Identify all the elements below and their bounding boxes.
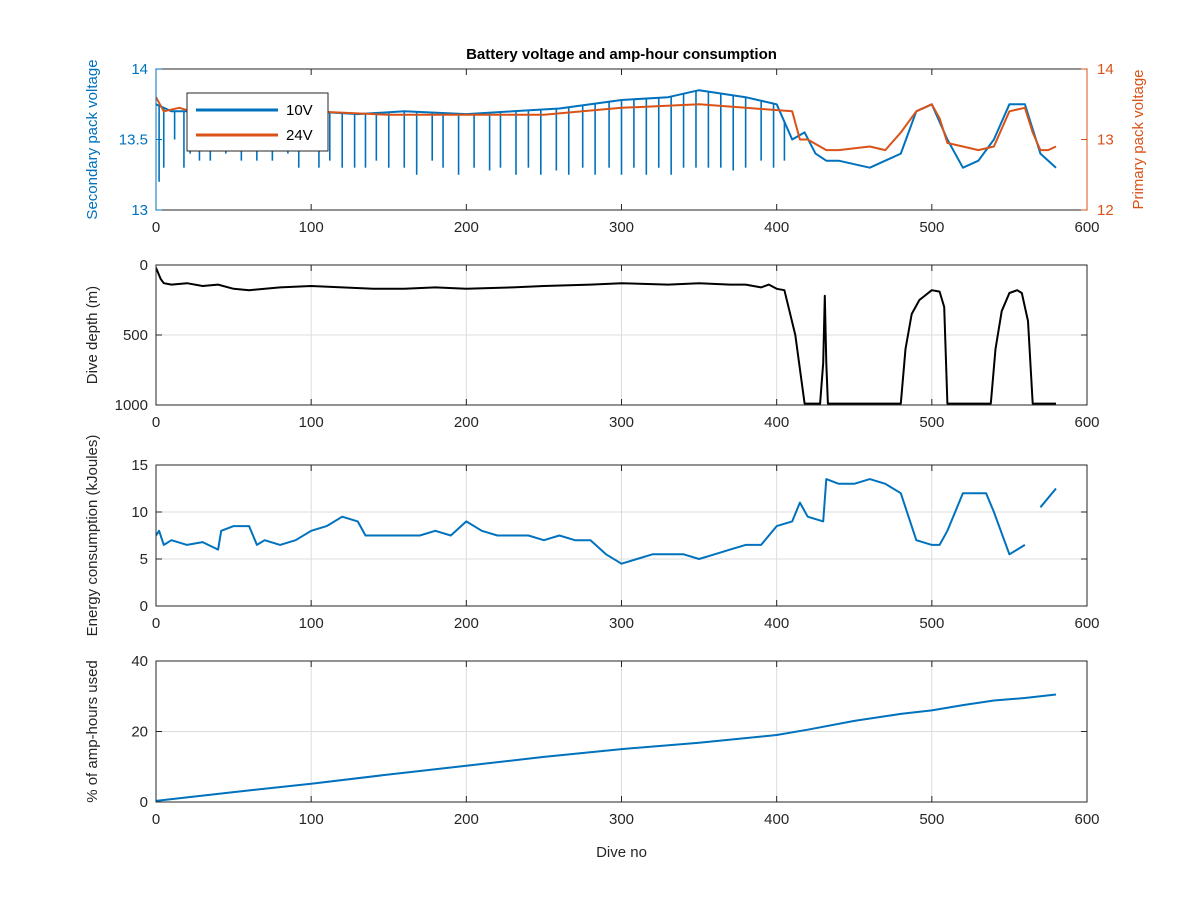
x-tick-label: 200 (454, 811, 479, 828)
panels: 0 100 200 300 400 500 6001313.514121314Seconda… (84, 46, 1147, 861)
x-tick-label: 0 (152, 219, 160, 236)
x-tick-label: 300 (609, 219, 634, 236)
series-line-series-1 (156, 693, 1057, 802)
panel-3: 0 100 200 300 400 500 600 0 5 10 15 Energy consumpt… (84, 435, 1100, 637)
y-right-tick-label: 14 (1097, 61, 1114, 78)
x-tick-label: 0 (152, 615, 160, 632)
x-tick-label: 600 (1074, 414, 1099, 431)
x-tick-label: 0 (152, 811, 160, 828)
x-axis-label: Dive no (596, 844, 647, 861)
legend-label-10v: 10V (286, 102, 313, 119)
x-tick-label: 300 (609, 414, 634, 431)
series-line-series-1 (156, 478, 1057, 565)
x-tick-label: 600 (1074, 219, 1099, 236)
x-tick-label: 500 (919, 615, 944, 632)
panel-1: 0 100 200 300 400 500 600 13 13.5 14 12 13 14 Seconda… (84, 46, 1147, 236)
x-tick-label: 400 (764, 615, 789, 632)
y-tick-label: 14 (131, 61, 148, 78)
panel-2: 0 100 200 300 400 500 600 0 500 1000 Dive depth (m… (84, 257, 1100, 431)
y-right-tick-label: 13 (1097, 132, 1114, 149)
panel-4: 0 100 200 300 400 500 600 0 20 40 % of amp-hours u… (84, 653, 1100, 861)
y-tick-label: 40 (131, 653, 148, 670)
y-tick-label: 13 (131, 202, 148, 219)
x-tick-label: 600 (1074, 615, 1099, 632)
y-axis-label: Energy consumption (kJoules) (84, 435, 101, 637)
x-tick-label: 400 (764, 414, 789, 431)
y-axis-label: Dive depth (m) (84, 286, 101, 384)
x-tick-label: 300 (609, 811, 634, 828)
x-tick-label: 200 (454, 414, 479, 431)
y-right-tick-label: 12 (1097, 202, 1114, 219)
x-tick-label: 300 (609, 615, 634, 632)
y-tick-label: 20 (131, 724, 148, 741)
series-line-24v (156, 96, 1057, 152)
x-tick-label: 200 (454, 219, 479, 236)
x-tick-label: 400 (764, 811, 789, 828)
y-tick-label: 13.5 (119, 132, 148, 149)
y-axis-label-right: Primary pack voltage (1130, 69, 1147, 209)
x-tick-label: 100 (299, 615, 324, 632)
x-tick-label: 500 (919, 414, 944, 431)
y-tick-label: 0 (140, 257, 148, 274)
y-tick-label: 5 (140, 551, 148, 568)
y-tick-label: 1000 (115, 397, 148, 414)
y-tick-label: 10 (131, 504, 148, 521)
y-axis-label: % of amp-hours used (84, 660, 101, 803)
y-axis-label: Secondary pack voltage (84, 59, 101, 219)
x-tick-label: 100 (299, 219, 324, 236)
series-line-series-1 (156, 267, 1056, 405)
x-tick-label: 500 (919, 219, 944, 236)
x-tick-label: 100 (299, 811, 324, 828)
legend-label-24v: 24V (286, 127, 313, 144)
y-tick-label: 0 (140, 598, 148, 615)
x-tick-label: 0 (152, 414, 160, 431)
plot-area (156, 267, 1056, 405)
y-tick-label: 0 (140, 794, 148, 811)
plot-area (156, 478, 1057, 565)
chart-title: Battery voltage and amp-hour consumption (466, 46, 777, 63)
y-tick-label: 15 (131, 457, 148, 474)
x-tick-label: 400 (764, 219, 789, 236)
x-tick-label: 200 (454, 615, 479, 632)
x-tick-label: 500 (919, 811, 944, 828)
x-tick-label: 600 (1074, 811, 1099, 828)
legend-box (186, 92, 329, 152)
y-tick-label: 500 (123, 327, 148, 344)
x-tick-label: 100 (299, 414, 324, 431)
plot-area (156, 693, 1057, 802)
